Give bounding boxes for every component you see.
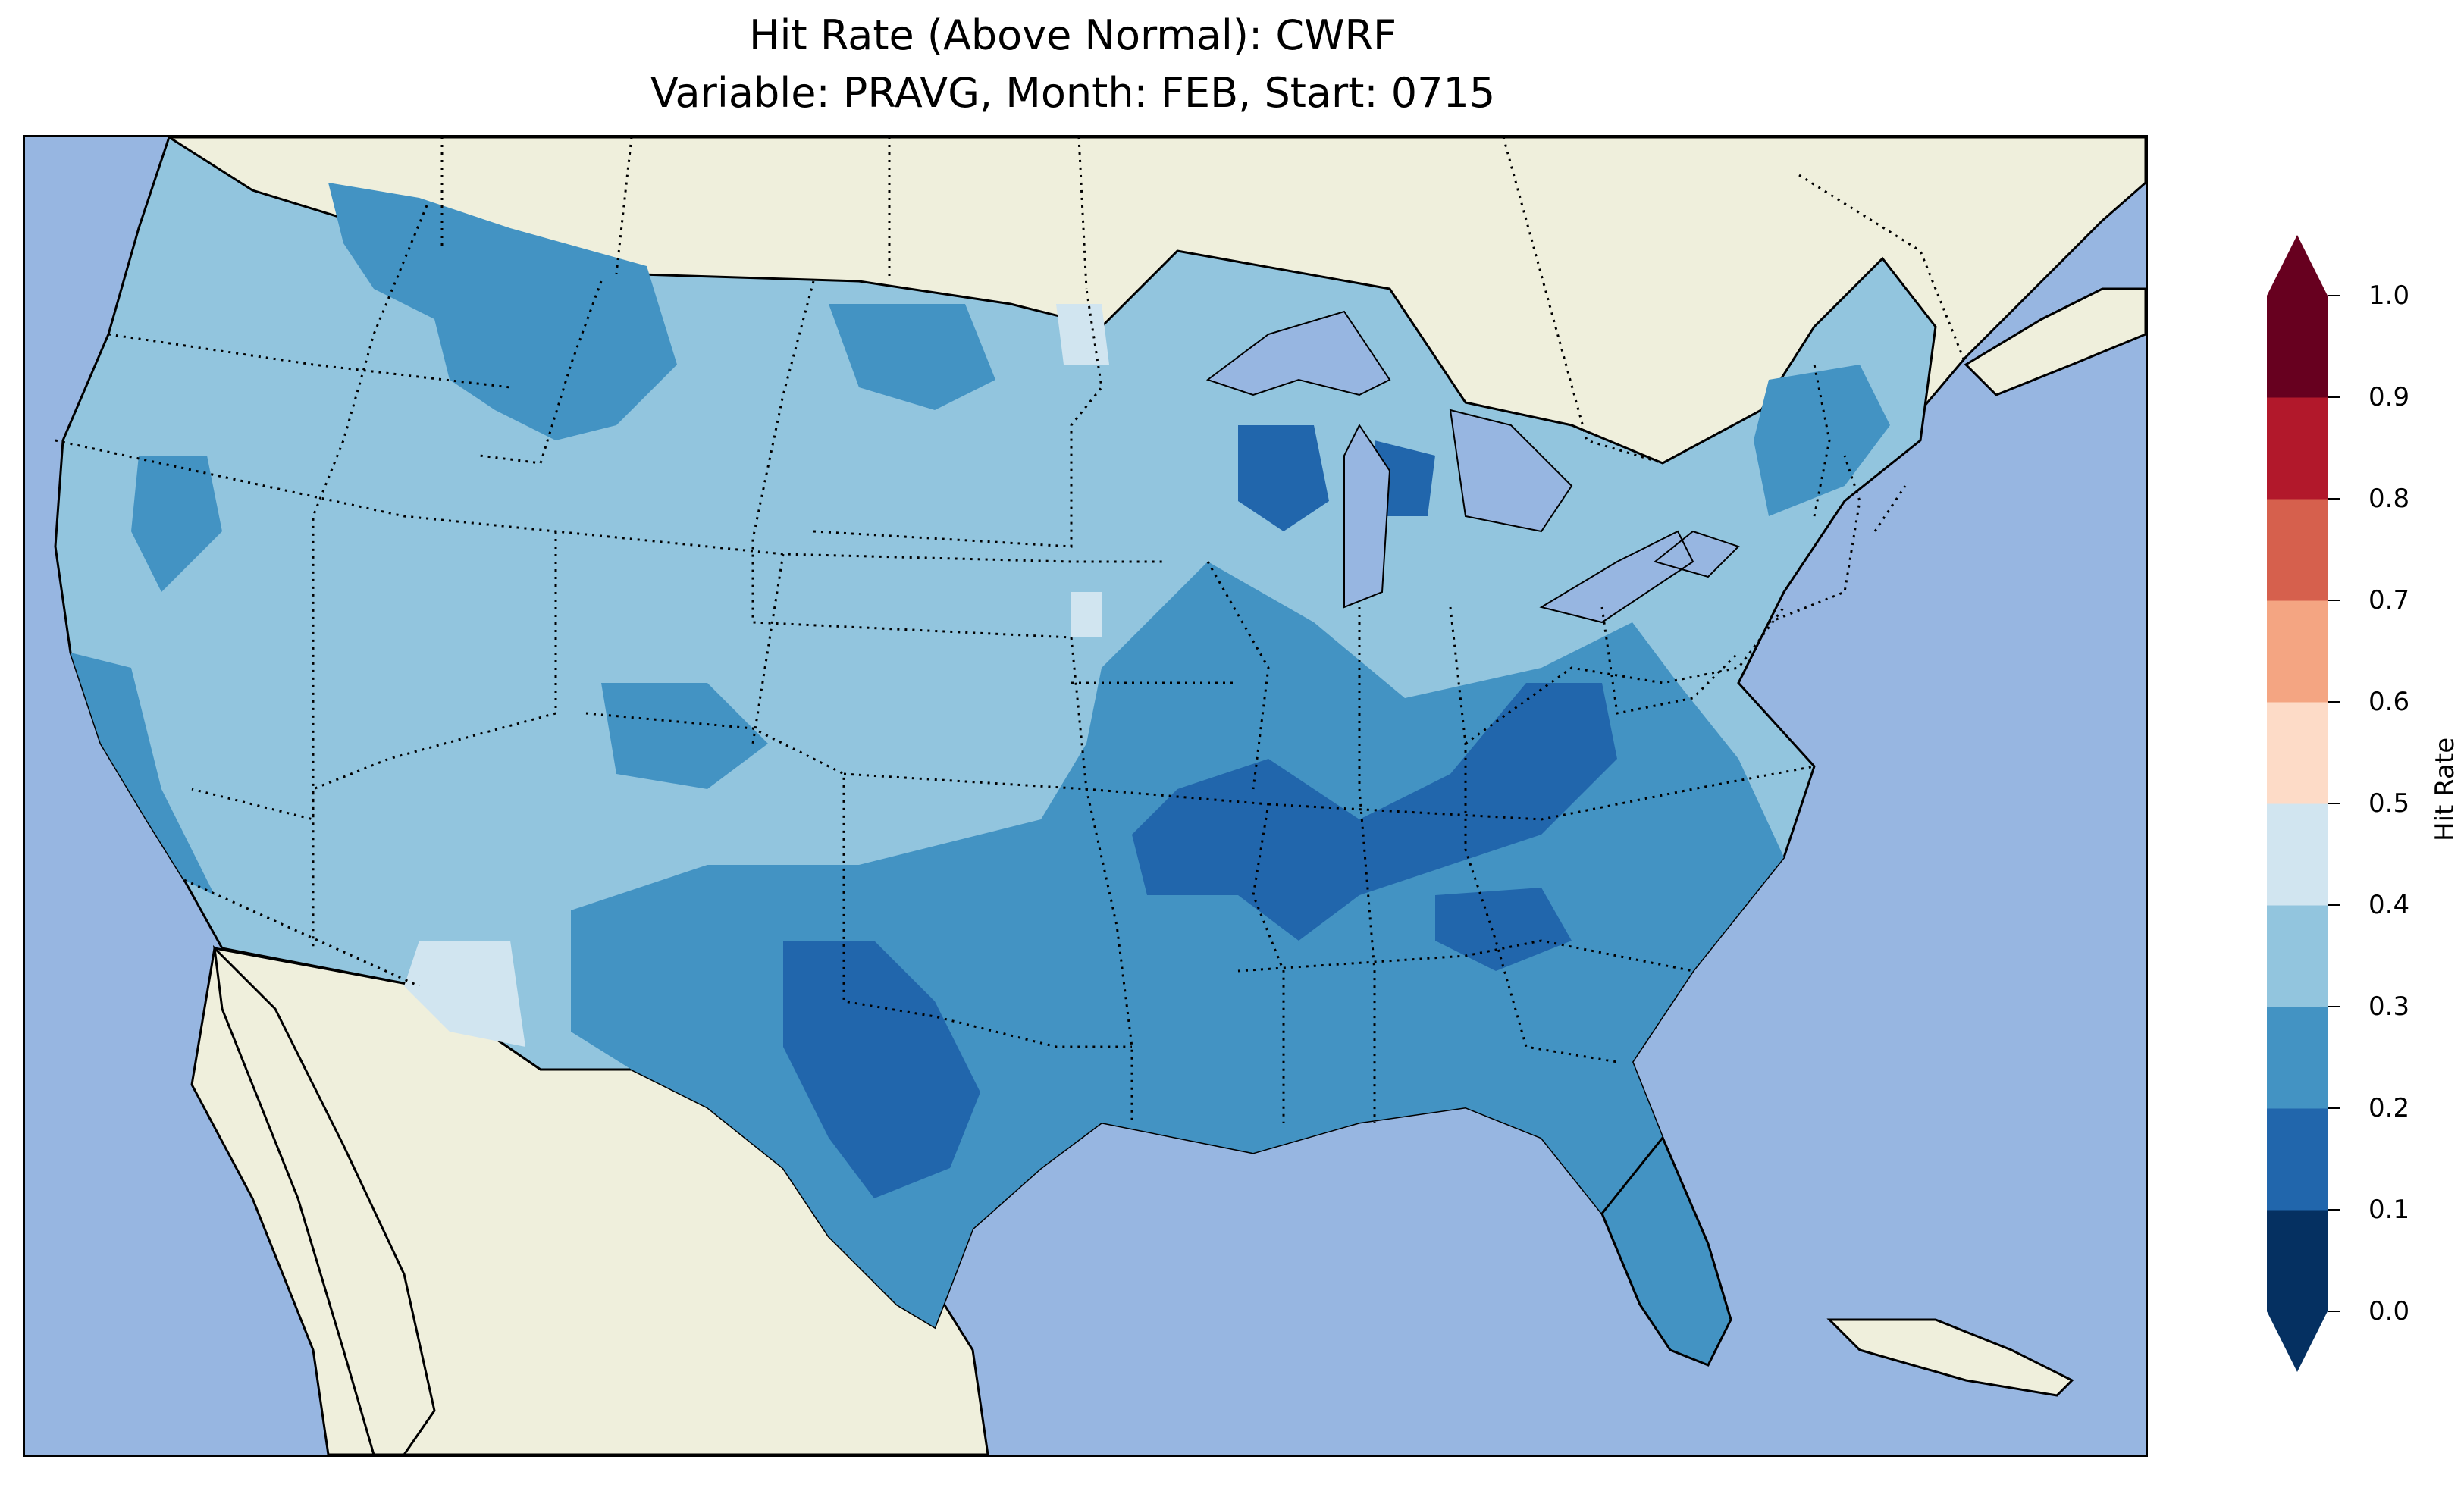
colorbar-segment xyxy=(2267,296,2328,398)
region-0.2-0.3-northern-plains xyxy=(829,304,995,410)
colorbar-tick-label: 0.4 xyxy=(2368,890,2410,920)
colorbar-tick-label: 0.3 xyxy=(2368,991,2410,1022)
colorbar-segment xyxy=(2267,1210,2328,1312)
colorbar-tick-label: 0.6 xyxy=(2368,687,2410,717)
colorbar-tick-label: 0.5 xyxy=(2368,788,2410,819)
state-borders xyxy=(55,205,1907,1123)
colorbar-extend-low xyxy=(2267,1311,2328,1372)
region-0.2-0.3-west-coast xyxy=(71,653,215,895)
region-0.1-0.2-michigan xyxy=(1375,440,1435,516)
nova-scotia-land xyxy=(1964,287,2146,396)
region-0.2-0.3-oregon xyxy=(131,456,222,592)
region-0.2-0.3-northwest xyxy=(328,183,677,440)
canada-borders xyxy=(440,137,1967,465)
colorbar xyxy=(2267,235,2340,1372)
colorbar-tick-label: 0.0 xyxy=(2368,1296,2410,1326)
colorbar-segment xyxy=(2267,499,2328,601)
colorbar-segment xyxy=(2267,803,2328,906)
colorbar-extend-high xyxy=(2267,235,2328,296)
colorbar-segment xyxy=(2267,600,2328,703)
colorbar-tick-label: 0.8 xyxy=(2368,484,2410,514)
colorbar-tick-label: 0.2 xyxy=(2368,1093,2410,1123)
great-lakes xyxy=(1205,310,1740,624)
baja-peninsula xyxy=(212,944,436,1455)
chart-title-line2: Variable: PRAVG, Month: FEB, Start: 0715 xyxy=(650,69,1496,117)
colorbar-segment xyxy=(2267,1007,2328,1109)
region-0.2-0.3-colorado xyxy=(601,683,768,789)
colorbar-segment xyxy=(2267,905,2328,1007)
colorbar-tick-label: 0.1 xyxy=(2368,1195,2410,1225)
region-0.4-0.5-iowa xyxy=(1071,592,1102,637)
region-0.2-0.3-new-england xyxy=(1754,365,1890,516)
region-0.1-0.2-ohio-valley xyxy=(1132,683,1617,941)
florida-peninsula xyxy=(1600,1135,1732,1367)
region-0.4-0.5-minnesota xyxy=(1056,304,1109,365)
colorbar-segment xyxy=(2267,1108,2328,1211)
region-0.1-0.2-texas xyxy=(783,941,980,1198)
chart-title-line1: Hit Rate (Above Normal): CWRF xyxy=(748,11,1397,59)
cuba-land xyxy=(1826,1318,2074,1397)
map-frame xyxy=(23,135,2148,1457)
colorbar-tick-label: 0.7 xyxy=(2368,585,2410,615)
region-0.1-0.2-georgia xyxy=(1435,888,1572,971)
colorbar-segment xyxy=(2267,397,2328,500)
colorbar-segment xyxy=(2267,702,2328,804)
colorbar-tick-label: 1.0 xyxy=(2368,280,2410,311)
colorbar-tick-label: 0.9 xyxy=(2368,382,2410,412)
region-0.4-0.5-arizona xyxy=(404,941,525,1047)
region-0.1-0.2-wisconsin xyxy=(1238,425,1329,531)
map-canvas xyxy=(54,137,2146,1455)
colorbar-label: Hit Rate xyxy=(2430,737,2460,841)
